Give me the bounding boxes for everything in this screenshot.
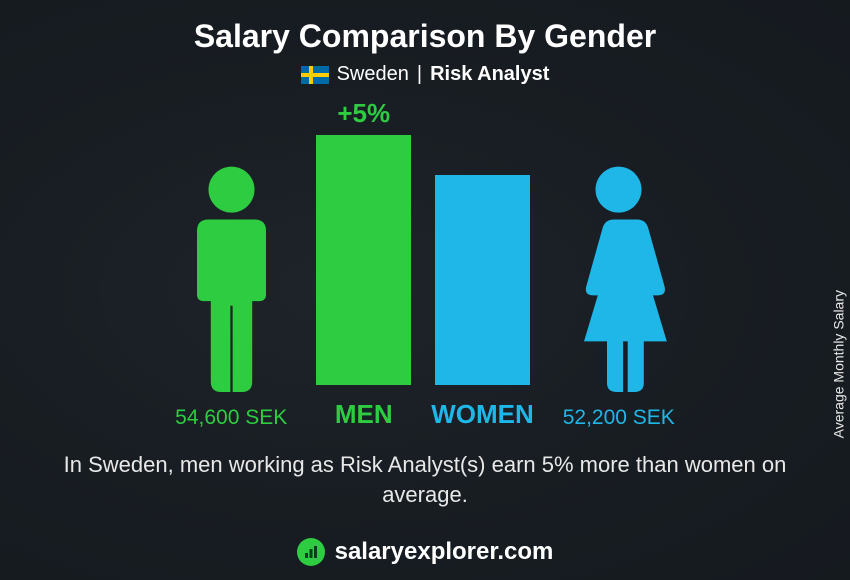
men-bar-col: +5% MEN	[316, 98, 411, 430]
y-axis-label: Average Monthly Salary	[830, 290, 846, 438]
summary-text: In Sweden, men working as Risk Analyst(s…	[40, 450, 810, 509]
footer-site: salaryexplorer.com	[335, 538, 554, 566]
male-icon	[166, 162, 296, 392]
separator: |	[417, 63, 422, 86]
women-bar	[435, 175, 530, 385]
men-bar	[316, 135, 411, 385]
subtitle-row: Sweden | Risk Analyst	[0, 63, 850, 86]
footer: salaryexplorer.com	[0, 538, 850, 566]
men-label: MEN	[335, 399, 393, 430]
chart: 54,600 SEK +5% MEN WOMEN 52,200 SEK	[0, 100, 850, 430]
women-bar-col: WOMEN	[431, 175, 534, 430]
pct-label: +5%	[337, 98, 390, 129]
women-salary: 52,200 SEK	[563, 406, 675, 430]
women-icon-col: 52,200 SEK	[554, 162, 684, 430]
logo-icon	[297, 538, 325, 566]
men-salary: 54,600 SEK	[175, 406, 287, 430]
sweden-flag-icon	[301, 66, 329, 84]
men-icon-col: 54,600 SEK	[166, 162, 296, 430]
female-icon	[554, 162, 684, 392]
country-label: Sweden	[337, 63, 409, 86]
role-label: Risk Analyst	[430, 63, 549, 86]
page-title: Salary Comparison By Gender	[0, 0, 850, 55]
women-label: WOMEN	[431, 399, 534, 430]
